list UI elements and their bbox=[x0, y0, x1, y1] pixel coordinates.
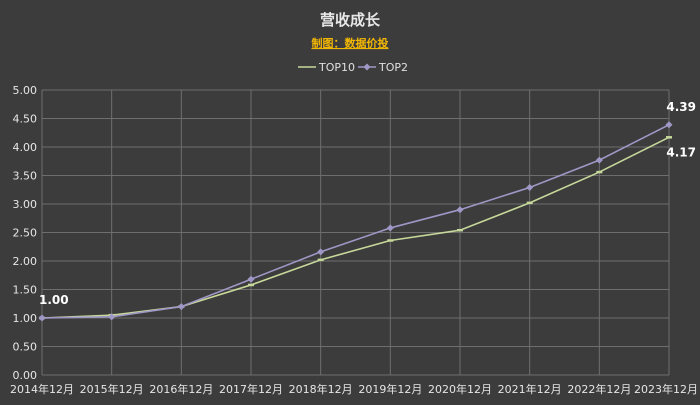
data-point-top2 bbox=[108, 313, 116, 321]
x-tick-label: 2018年12月 bbox=[289, 382, 353, 396]
data-point-top2 bbox=[386, 224, 394, 232]
y-tick-label: 3.00 bbox=[13, 198, 38, 211]
x-tick-label: 2016年12月 bbox=[149, 382, 213, 396]
series-line-top10 bbox=[41, 136, 670, 319]
x-tick-label: 2017年12月 bbox=[219, 382, 283, 396]
series bbox=[38, 121, 673, 322]
data-point-top2 bbox=[526, 183, 534, 191]
y-tick-label: 2.00 bbox=[13, 255, 38, 268]
data-point-top2 bbox=[665, 121, 673, 129]
data-label: 1.00 bbox=[39, 293, 69, 307]
data-label: 4.39 bbox=[666, 100, 696, 114]
grid bbox=[41, 89, 670, 376]
x-tick-label: 2020年12月 bbox=[428, 382, 492, 396]
legend-label-top10: TOP10 bbox=[318, 61, 355, 74]
data-point-top2 bbox=[38, 314, 46, 322]
x-axis-ticks: 2014年12月 2015年12月 2016年12月 2017年12月 2018年12月… bbox=[10, 382, 698, 396]
x-tick-label: 2021年12月 bbox=[498, 382, 562, 396]
x-tick-label: 2023年12月 bbox=[634, 382, 698, 396]
chart-title: 营收成长 bbox=[320, 11, 381, 29]
legend-marker-top2 bbox=[363, 63, 371, 71]
y-axis-ticks: 0.00 0.50 1.00 1.50 2.00 2.50 3.00 3.50 4.00 4.50… bbox=[13, 84, 38, 382]
data-labels: 1.00 4.39 4.17 bbox=[39, 100, 696, 307]
y-tick-label: 5.00 bbox=[13, 84, 38, 97]
y-tick-label: 1.00 bbox=[13, 312, 38, 325]
data-point-top2 bbox=[595, 156, 603, 164]
legend: TOP10 TOP2 bbox=[298, 61, 408, 74]
data-label: 4.17 bbox=[666, 145, 696, 159]
y-tick-label: 2.50 bbox=[13, 227, 38, 240]
y-tick-label: 4.50 bbox=[13, 113, 38, 126]
data-point-top2 bbox=[456, 206, 464, 214]
y-tick-label: 4.00 bbox=[13, 141, 38, 154]
y-tick-label: 0.00 bbox=[13, 369, 38, 382]
data-point-top2 bbox=[177, 303, 185, 311]
x-tick-label: 2019年12月 bbox=[358, 382, 422, 396]
chart-subtitle: 制图：数据价投 bbox=[312, 36, 389, 50]
legend-label-top2: TOP2 bbox=[378, 61, 408, 74]
x-tick-label: 2015年12月 bbox=[80, 382, 144, 396]
y-tick-label: 3.50 bbox=[13, 170, 38, 183]
x-tick-label: 2022年12月 bbox=[567, 382, 631, 396]
data-point-top2 bbox=[247, 275, 255, 283]
y-tick-label: 0.50 bbox=[13, 341, 38, 354]
series-line-top2 bbox=[41, 124, 670, 319]
data-point-top2 bbox=[317, 248, 325, 256]
x-tick-label: 2014年12月 bbox=[10, 382, 74, 396]
y-tick-label: 1.50 bbox=[13, 284, 38, 297]
